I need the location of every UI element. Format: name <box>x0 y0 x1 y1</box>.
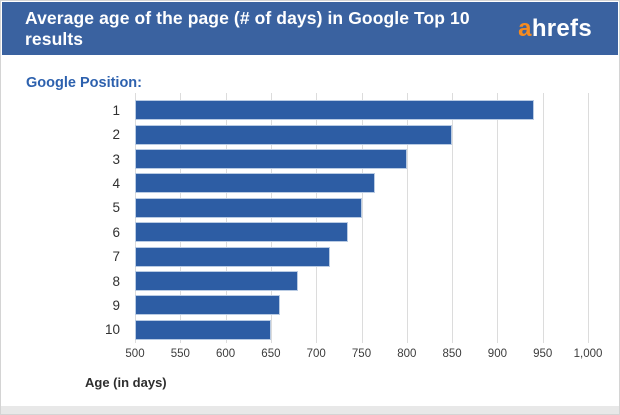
chart-title: Average age of the page (# of days) in G… <box>25 7 470 49</box>
x-tick-label: 750 <box>351 348 372 360</box>
bar-row: 5 <box>1 196 588 220</box>
bar-row: 10 <box>1 318 588 342</box>
gridline <box>135 93 136 343</box>
category-label: 9 <box>112 297 120 313</box>
gridline <box>316 93 318 343</box>
bar-row: 7 <box>1 244 588 268</box>
data-bar <box>135 100 534 121</box>
x-axis-ticks: 500 550 600 650 700 750 800 850 900 950 1,000 <box>125 348 602 362</box>
gridline <box>542 93 544 343</box>
category-label: 3 <box>112 151 120 167</box>
data-bar <box>135 295 280 316</box>
data-bar <box>135 173 376 194</box>
x-tick-label: 900 <box>487 348 507 360</box>
x-tick-label: 1,000 <box>573 348 603 360</box>
gridline <box>225 93 227 343</box>
category-label: 4 <box>112 175 120 191</box>
bar-rows: 1 2 3 4 5 6 7 8 9 10 <box>1 98 588 342</box>
bar-track <box>135 318 588 342</box>
ahrefs-logo: ahrefs <box>518 15 592 43</box>
gridline <box>180 93 182 343</box>
x-tick-label: 600 <box>216 348 236 360</box>
bar-row: 2 <box>1 122 588 146</box>
data-bar <box>135 271 299 292</box>
gridline <box>270 93 272 343</box>
data-bar <box>135 149 407 170</box>
data-bar <box>135 246 330 267</box>
bar-row: 6 <box>1 220 588 244</box>
data-bar <box>135 222 348 243</box>
page-background-strip <box>1 406 619 414</box>
bar-row: 8 <box>1 269 588 293</box>
gridline <box>452 93 454 343</box>
bar-track <box>135 98 588 122</box>
gridlines-layer <box>135 93 589 343</box>
bar-track <box>135 171 588 195</box>
x-tick-label: 500 <box>125 348 145 360</box>
bar-track <box>135 122 588 146</box>
gridline <box>361 93 363 343</box>
category-label: 10 <box>104 322 120 338</box>
category-label: 2 <box>112 127 120 143</box>
bar-row: 9 <box>1 293 588 317</box>
gridline <box>497 93 499 343</box>
bar-track <box>135 220 588 244</box>
ahrefs-logo-rest: hrefs <box>531 14 592 42</box>
ahrefs-logo-a: a <box>518 14 532 42</box>
gridline <box>588 93 589 343</box>
bar-track <box>135 196 588 220</box>
x-tick-label: 800 <box>397 348 417 360</box>
chart-title-bar: Average age of the page (# of days) in G… <box>2 2 618 55</box>
bar-track <box>135 147 588 171</box>
category-label: 5 <box>112 200 120 216</box>
category-label: 8 <box>112 273 120 289</box>
data-bar <box>135 197 362 218</box>
bar-row: 3 <box>1 147 588 171</box>
x-tick-label: 650 <box>261 348 281 360</box>
data-bar <box>135 319 271 340</box>
gridline <box>406 93 408 343</box>
bar-track <box>135 293 588 317</box>
category-label: 7 <box>112 249 120 265</box>
x-tick-label: 950 <box>533 348 553 360</box>
bar-row: 4 <box>1 171 588 195</box>
bar-track <box>135 269 588 293</box>
x-tick-label: 550 <box>170 348 190 360</box>
x-axis-label: Age (in days) <box>85 375 167 390</box>
x-tick-label: 850 <box>442 348 462 360</box>
x-tick-label: 700 <box>306 348 326 360</box>
category-label: 6 <box>112 224 120 240</box>
bar-track <box>135 244 588 268</box>
category-label: 1 <box>112 102 120 118</box>
bar-row: 1 <box>1 98 588 122</box>
y-axis-group-label: Google Position: <box>26 75 142 91</box>
data-bar <box>135 124 453 145</box>
